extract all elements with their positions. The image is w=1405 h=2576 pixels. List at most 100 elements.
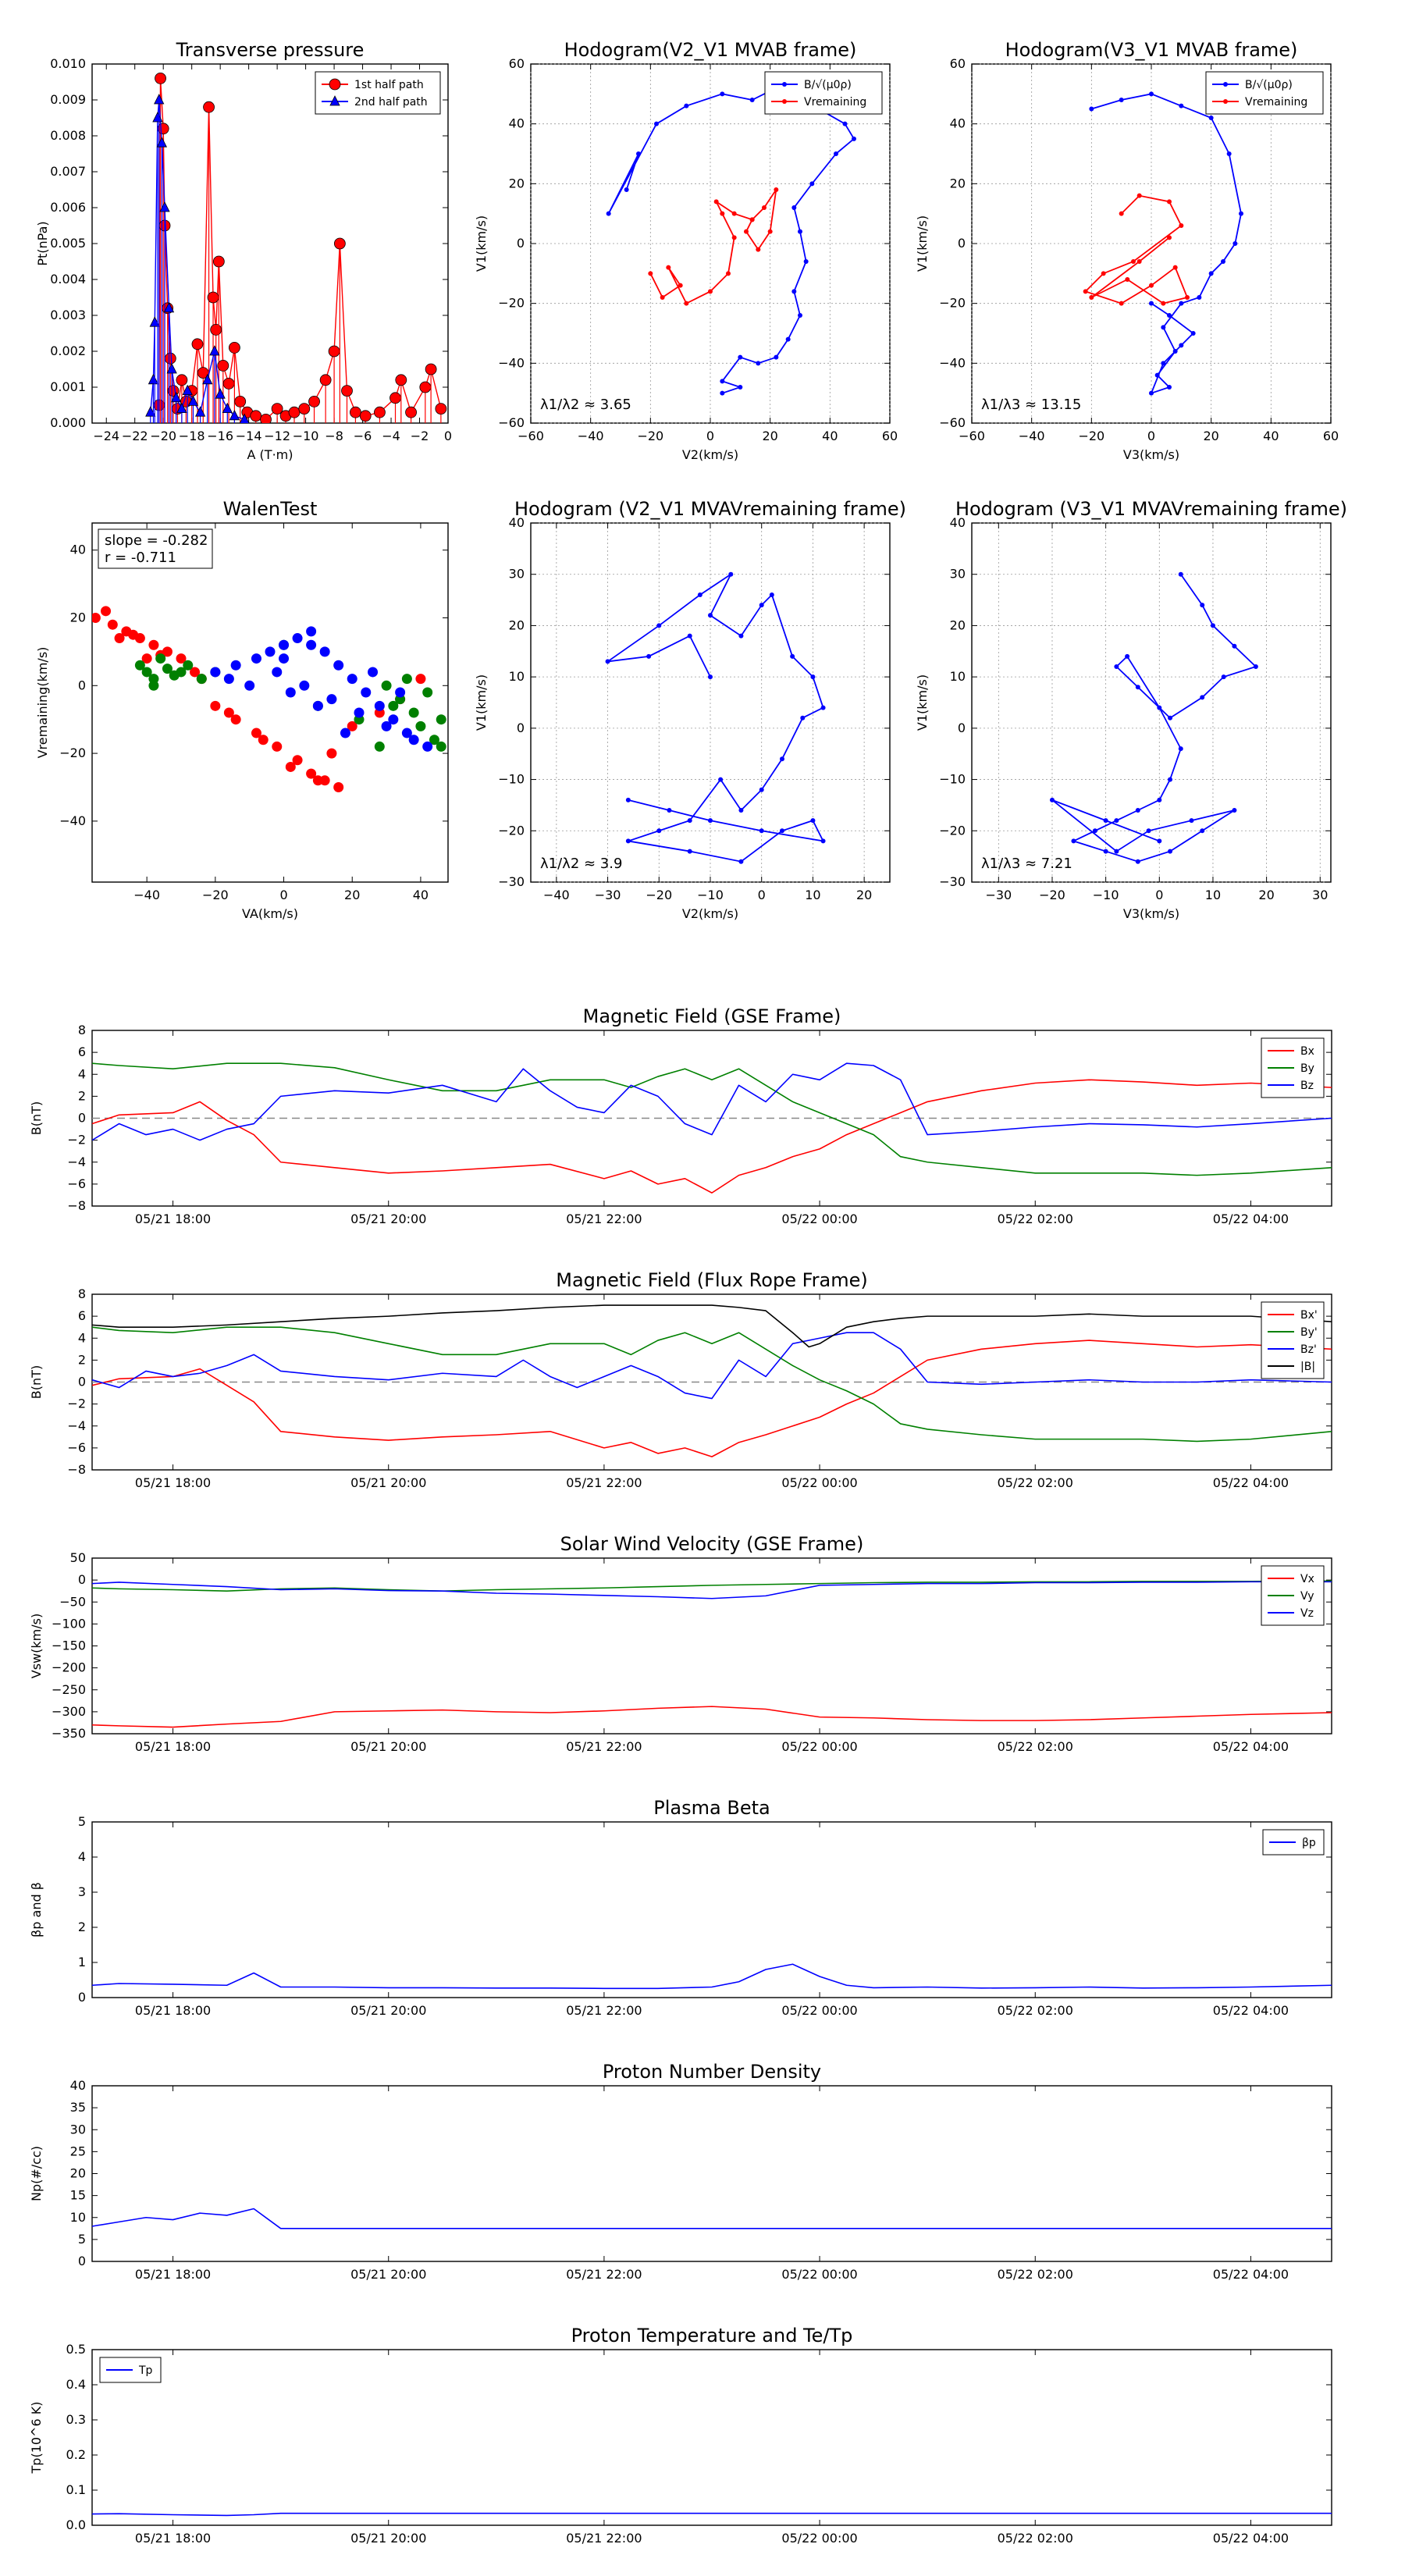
- hodo1-b-0--series-point: [636, 151, 641, 156]
- pt-1st-half-path-series-point: [319, 374, 332, 386]
- hodo3-b-0--series-point: [780, 756, 784, 762]
- bfr-ytick-label: −8: [67, 1462, 86, 1477]
- hodo3-ytick-label: 40: [509, 515, 525, 530]
- vsw-ytick-label: −250: [52, 1682, 86, 1697]
- vsw-xtick-label: 05/22 04:00: [1213, 1739, 1289, 1754]
- walen-xtick-label: −40: [133, 888, 160, 902]
- beta-ytick-label: 4: [78, 1849, 86, 1864]
- hodo2-b-0--series-line: [1091, 93, 1242, 395]
- hodo2-vremaining-series-point: [1125, 277, 1130, 282]
- pt-2nd-half-path-series-point: [154, 94, 165, 105]
- walen-annotation-text: r = -0.711: [105, 550, 176, 566]
- hodo1-vremaining-series-point: [731, 235, 737, 240]
- hodo1-ytick-label: −20: [498, 296, 525, 311]
- vsw-ytick-label: −300: [52, 1704, 86, 1719]
- walen-blue-series-point: [319, 646, 330, 657]
- hodo3-ytick-label: 20: [509, 617, 525, 632]
- vsw-ytick-label: −100: [52, 1616, 86, 1631]
- beta-legend: βp: [1262, 1829, 1325, 1856]
- hodo1-b-0--series-point: [791, 289, 797, 294]
- hodo2-vremaining-series-point: [1167, 235, 1172, 240]
- hodo1-b-0--series-point: [720, 91, 725, 97]
- pt-1st-half-path-series-point: [298, 403, 311, 415]
- hodo1-legend-marker: [782, 99, 787, 104]
- hodo1-axes: −60 −40 −20 0 20 40 60 −60 −40 −20 0 20 40 60 Hodogram…: [474, 39, 898, 462]
- bfr-xtick-label: 05/21 22:00: [566, 1475, 642, 1490]
- tp-ytick-label: 0.5: [66, 2342, 86, 2357]
- bgse-bx-series-line: [92, 1079, 1332, 1194]
- walen-xtick-label: 0: [279, 888, 287, 902]
- hodo2-b-0--series-point: [1190, 331, 1196, 336]
- hodo4-b-0--series-point: [1114, 664, 1119, 669]
- np-frame: [91, 2085, 1332, 2262]
- walen-ytick-label: −40: [59, 813, 86, 828]
- tp-ylabel: Tp(10^6 K): [29, 2402, 44, 2475]
- hodo2-ytick-label: 60: [950, 56, 966, 71]
- beta-title: Plasma Beta: [653, 1797, 770, 1819]
- hodo4-b-0--series-point: [1189, 818, 1194, 824]
- walen-green-series-point: [401, 674, 412, 685]
- hodo3-ytick-label: 0: [517, 720, 525, 735]
- walen-red-series-point: [141, 653, 152, 664]
- vsw-legend-label: Vx: [1300, 1573, 1314, 1585]
- hodo3-b-0--series-point: [810, 818, 816, 824]
- vsw-xtick-label: 05/21 20:00: [350, 1739, 426, 1754]
- hodo1-b-0--series-point: [852, 136, 856, 141]
- walen-blue-series-point: [279, 653, 290, 664]
- hodo3-b-0--series-point: [667, 808, 672, 813]
- hodo4-b-0--series-point: [1135, 808, 1140, 813]
- pt-2nd-half-path-series-point: [209, 345, 220, 356]
- bfr-title: Magnetic Field (Flux Rope Frame): [556, 1269, 867, 1291]
- hodo3-b-0--series-point: [759, 603, 764, 608]
- hodo1-xtick-label: 40: [822, 429, 838, 443]
- hodo4-b-0--series-point: [1200, 695, 1205, 700]
- walen-blue-series-point: [265, 646, 276, 657]
- pt-1st-half-path-series-point: [288, 406, 301, 418]
- hodo3-ytick-label: −30: [498, 874, 525, 889]
- hodo4-b-0--series-point: [1200, 603, 1205, 608]
- hodo3-ytick-label: −20: [498, 823, 525, 838]
- hodo2-b-0--series-point: [1154, 372, 1160, 378]
- pt-1st-half-path-series-point: [328, 345, 340, 358]
- hodo2-xtick-label: 40: [1263, 429, 1279, 443]
- hodo3-xtick-label: −30: [595, 888, 621, 902]
- walen-green-series-point: [388, 700, 399, 711]
- hodo2-b-0--series-point: [1221, 259, 1225, 264]
- vsw-ytick-label: 0: [78, 1572, 86, 1587]
- beta-xtick-label: 05/22 02:00: [998, 2003, 1073, 2018]
- pt-1st-half-path-series-point: [250, 410, 262, 422]
- pt-2nd-half-path-series-point: [176, 402, 187, 413]
- hodo3-ytick-label: 30: [509, 567, 525, 582]
- bgse-ylabel: B(nT): [29, 1101, 44, 1135]
- walen-axes: −40 −20 0 20 40 −40 −20 0 20 40 WalenTest VA(km/s) V…: [35, 498, 449, 921]
- pt-1st-half-path-series-point: [341, 385, 353, 397]
- hodo2-vremaining-series-point: [1119, 301, 1124, 306]
- hodo1-b-0--series-point: [720, 379, 725, 384]
- hodo2-ytick-label: 20: [950, 176, 966, 190]
- beta-xtick-label: 05/21 18:00: [135, 2003, 211, 2018]
- hodo2-xlabel: V3(km/s): [1123, 447, 1179, 462]
- hodo4-title: Hodogram (V3_V1 MVAVremaining frame): [955, 498, 1347, 520]
- pt-xtick-label: −22: [122, 429, 148, 443]
- hodo2-legend: B/√(μ0ρ) Vremaining: [1205, 71, 1324, 115]
- vsw-legend: Vx Vy Vz: [1261, 1565, 1325, 1626]
- hodo2-b-0--series-point: [1149, 91, 1154, 97]
- pt-axes: 0.000 0.001 0.002 0.003 0.004 0.005 0.006 0.007…: [35, 39, 452, 462]
- walen-ytick-label: −20: [59, 745, 86, 760]
- pt-1st-half-path-series-point: [389, 392, 401, 404]
- hodo1-b-0--series-point: [791, 205, 797, 210]
- walen-blue-series-point: [326, 694, 337, 705]
- hodo1-vremaining-series-point: [762, 205, 767, 210]
- vsw-ytick-label: −200: [52, 1660, 86, 1675]
- walen-frame: [91, 522, 449, 883]
- walen-blue-series-point: [395, 687, 406, 698]
- hodo2-vremaining-series-point: [1083, 289, 1088, 294]
- walen-ytick-label: 20: [70, 610, 86, 625]
- hodo1-b-0--series-point: [654, 121, 659, 126]
- vsw-xtick-label: 05/21 22:00: [566, 1739, 642, 1754]
- bgse-xtick-label: 05/21 22:00: [566, 1212, 642, 1226]
- pt-1st-half-path-series-point: [425, 363, 437, 375]
- np-title: Proton Number Density: [603, 2061, 821, 2083]
- hodo3-title: Hodogram (V2_V1 MVAVremaining frame): [514, 498, 906, 520]
- hodo3-axes: −30 −20 −10 0 10 20 30 40 −40 −30 −20 −10 0 10 20 Hodog…: [474, 498, 906, 921]
